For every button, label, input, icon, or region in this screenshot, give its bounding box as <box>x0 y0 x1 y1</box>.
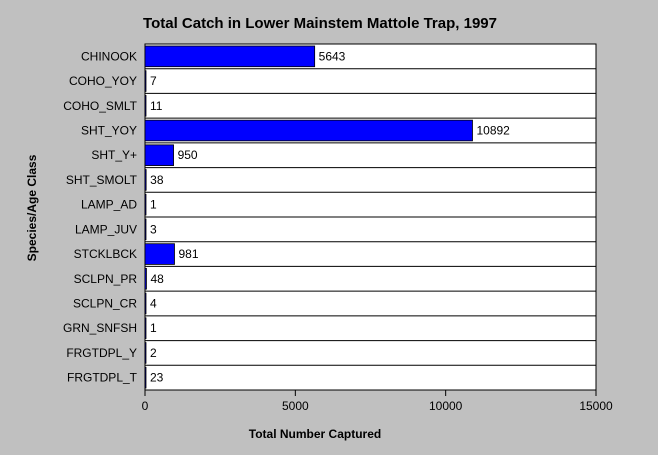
value-labels: 5643 7 11 10892 950 38 1 3 981 48 4 1 2 23 <box>150 49 510 384</box>
category-labels: CHINOOK COHO_YOY COHO_SMLT SHT_YOY SHT_Y+ SHT… <box>63 49 138 384</box>
category-label: LAMP_JUV <box>75 222 137 236</box>
data-label: 38 <box>150 173 164 187</box>
x-axis-label: Total Number Captured <box>249 427 381 441</box>
category-label: SHT_Y+ <box>91 148 137 162</box>
bar <box>144 144 174 166</box>
bar <box>144 193 147 216</box>
data-label: 3 <box>150 222 157 236</box>
bar <box>144 317 147 339</box>
data-label: 11 <box>150 99 163 113</box>
category-label: CHINOOK <box>81 49 137 63</box>
bar <box>144 243 175 265</box>
bar <box>144 169 147 191</box>
bar <box>144 70 147 92</box>
bars <box>144 45 473 389</box>
x-tick-label: 10000 <box>429 399 463 413</box>
category-label: GRN_SNFSH <box>63 321 137 335</box>
data-label: 981 <box>178 247 198 261</box>
data-label: 23 <box>150 371 164 385</box>
data-label: 10892 <box>476 124 510 138</box>
bar <box>144 342 147 364</box>
bar <box>144 292 147 315</box>
data-label: 5643 <box>319 49 346 63</box>
bar <box>144 119 473 142</box>
x-axis-ticks: 0 5000 10000 15000 <box>142 390 613 413</box>
bar <box>144 366 147 389</box>
x-tick-label: 0 <box>142 399 149 413</box>
category-label: STCKLBCK <box>74 247 137 261</box>
category-label: SHT_SMOLT <box>66 173 138 187</box>
data-label: 2 <box>150 346 157 360</box>
category-label: COHO_SMLT <box>63 99 137 113</box>
category-label: FRGTDPL_T <box>67 371 138 385</box>
bar <box>144 45 316 68</box>
chart-title: Total Catch in Lower Mainstem Mattole Tr… <box>143 15 497 32</box>
data-label: 1 <box>150 198 157 212</box>
data-label: 7 <box>150 74 157 88</box>
category-label: SHT_YOY <box>81 124 137 138</box>
bar <box>144 95 147 117</box>
bar <box>144 268 147 290</box>
category-label: SCLPN_CR <box>73 297 137 311</box>
data-label: 1 <box>150 321 157 335</box>
y-axis-label: Species/Age Class <box>25 154 39 261</box>
gridlines <box>145 68 596 366</box>
category-label: SCLPN_PR <box>74 272 138 286</box>
x-tick-label: 5000 <box>282 399 309 413</box>
category-label: FRGTDPL_Y <box>66 346 137 360</box>
data-label: 4 <box>150 297 157 311</box>
category-label: LAMP_AD <box>81 198 137 212</box>
x-tick-label: 15000 <box>579 399 613 413</box>
data-label: 48 <box>150 272 164 286</box>
bar <box>144 218 147 241</box>
data-label: 950 <box>178 148 198 162</box>
category-label: COHO_YOY <box>69 74 137 88</box>
